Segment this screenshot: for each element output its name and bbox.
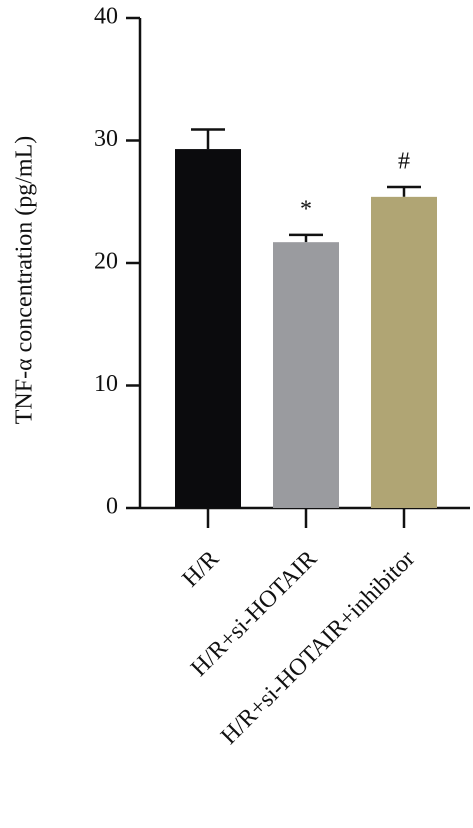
annotation: * bbox=[300, 196, 312, 222]
x-tick-label: H/R bbox=[177, 546, 224, 593]
y-tick-label: 20 bbox=[94, 249, 118, 275]
y-tick-label: 0 bbox=[106, 494, 118, 520]
y-axis-label: TNF-α concentration (pg/mL) bbox=[12, 136, 38, 425]
annotation: # bbox=[398, 149, 410, 175]
bar bbox=[371, 196, 437, 508]
bar bbox=[175, 149, 241, 508]
x-tick-label: H/R+si-HOTAIR+inhibitor bbox=[216, 546, 420, 750]
bar bbox=[273, 242, 339, 509]
y-tick-label: 40 bbox=[94, 4, 118, 30]
y-tick-label: 30 bbox=[94, 126, 118, 152]
y-tick-label: 10 bbox=[94, 371, 118, 397]
